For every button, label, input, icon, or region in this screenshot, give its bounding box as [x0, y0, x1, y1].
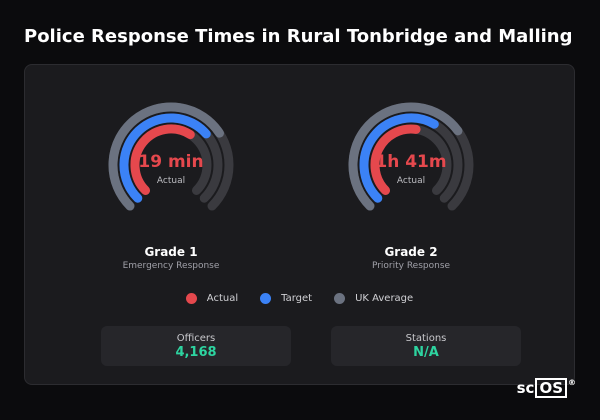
gauge-arc-actual — [370, 124, 421, 195]
legend-item-actual: Actual — [185, 293, 239, 304]
logo-text: sc — [516, 379, 535, 397]
stat-label: Stations — [405, 333, 447, 344]
gauge-value-caption: Actual — [157, 176, 185, 186]
gauge-value-label: 1h 41m — [375, 152, 446, 172]
legend-item-uk-average: UK Average — [334, 293, 413, 304]
gauge-arc-actual — [130, 124, 195, 195]
legend-item-target: Target — [260, 293, 312, 304]
legend: Actual Target UK Average — [25, 293, 574, 304]
legend-swatch-target — [260, 293, 272, 304]
stat-stations: Stations N/A — [331, 326, 521, 366]
stat-officers: Officers 4,168 — [101, 326, 291, 366]
gauge-arc-uk-average — [348, 102, 463, 211]
stat-label: Officers — [176, 333, 216, 344]
legend-swatch-actual — [185, 293, 197, 304]
gauge-arc-uk-average — [108, 102, 224, 211]
chart-card: 19 min Actual 1h 41m Actual Grade 1 Emergen… — [24, 64, 575, 385]
stat-value: 4,168 — [175, 345, 217, 360]
gauge-subtitle: Priority Response — [371, 261, 451, 271]
gauge-name: Grade 2 — [384, 245, 438, 259]
gauge-value-caption: Actual — [397, 176, 425, 186]
gauge-subtitle: Emergency Response — [122, 261, 220, 271]
legend-swatch-uk-average — [334, 293, 346, 304]
logo-box-text: OS — [535, 378, 567, 398]
page-title: Police Response Times in Rural Tonbridge… — [24, 26, 573, 47]
legend-label: UK Average — [355, 293, 414, 304]
gauge-label-grade-1: Grade 1 Emergency Response — [91, 245, 251, 271]
gauge-label-grade-2: Grade 2 Priority Response — [331, 245, 491, 271]
gauge-value-label: 19 min — [138, 152, 203, 172]
stat-value: N/A — [413, 345, 439, 360]
gauges-svg: 19 min Actual 1h 41m Actual — [108, 102, 474, 211]
brand-logo: sc OS ® — [517, 378, 576, 398]
gauge-name: Grade 1 — [144, 245, 198, 259]
legend-label: Target — [281, 293, 313, 304]
gauge-arc-target — [359, 113, 439, 203]
gauge-arc-target — [119, 113, 211, 203]
legend-label: Actual — [206, 293, 239, 304]
logo-registered-mark: ® — [568, 378, 576, 387]
